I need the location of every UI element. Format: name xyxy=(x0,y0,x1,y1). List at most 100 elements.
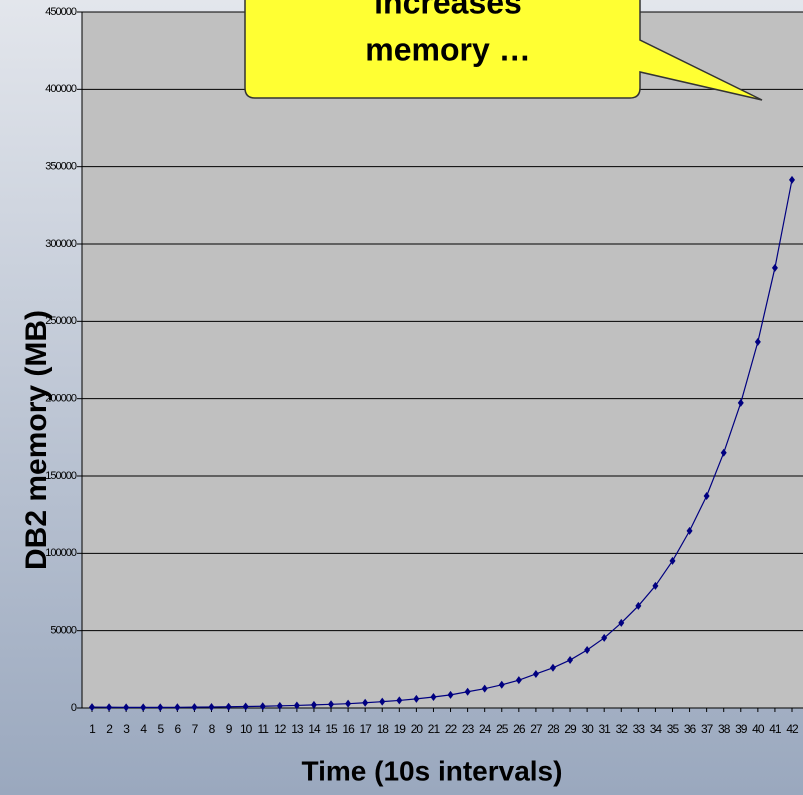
point xyxy=(362,698,369,707)
x-tick-label: 7 xyxy=(192,722,199,736)
x-tick-label: 2 xyxy=(106,722,113,736)
y-tick-label: 300000 xyxy=(45,238,77,250)
plot-area xyxy=(82,12,803,708)
point xyxy=(89,703,95,712)
x-tick-label: 11 xyxy=(257,722,269,736)
x-tick-label: 22 xyxy=(445,722,458,736)
y-axis-label: DB2 memory (MB) xyxy=(20,310,53,570)
point xyxy=(191,703,198,712)
x-tick-label: 40 xyxy=(752,722,765,736)
y-tick-label: 200000 xyxy=(45,393,77,405)
point xyxy=(686,526,693,535)
point xyxy=(618,618,625,627)
plot: 0 50000 100000 150000 200000 250000 300000 3500… xyxy=(45,6,803,736)
point xyxy=(567,656,574,665)
point xyxy=(464,687,471,696)
x-tick-label: 41 xyxy=(769,722,782,736)
x-tick-label: 38 xyxy=(718,722,731,736)
point xyxy=(396,696,403,705)
x-tick-label: 31 xyxy=(599,722,612,736)
x-tick-label: 4 xyxy=(140,722,147,736)
x-tick-label: 29 xyxy=(564,722,577,736)
point xyxy=(652,581,659,590)
x-tick-label: 25 xyxy=(496,722,509,736)
y-tick-label: 400000 xyxy=(45,83,77,95)
x-tick-label: 26 xyxy=(513,722,526,736)
point xyxy=(140,703,147,712)
x-tick-label: 20 xyxy=(411,722,424,736)
x-tick-label: 33 xyxy=(633,722,646,736)
x-tick-label: 21 xyxy=(428,722,441,736)
x-axis-label: Time (10s intervals) xyxy=(302,755,563,786)
y-tick-label: 0 xyxy=(71,702,77,714)
x-tick-label: 19 xyxy=(394,722,407,736)
point xyxy=(789,175,795,184)
point xyxy=(584,646,591,654)
x-tick-label: 32 xyxy=(616,722,629,736)
x-tick-label: 8 xyxy=(209,722,216,736)
point xyxy=(754,337,761,346)
callout: increases memory … xyxy=(244,0,763,101)
point xyxy=(293,701,300,710)
x-tick-label: 12 xyxy=(274,722,287,736)
callout-bubble xyxy=(244,0,763,101)
y-tick-label: 150000 xyxy=(45,470,77,482)
point xyxy=(430,693,437,702)
x-tick-label: 6 xyxy=(175,722,182,736)
callout-text: increases xyxy=(374,0,522,20)
point xyxy=(532,669,539,678)
point xyxy=(515,676,522,685)
point xyxy=(328,700,335,709)
x-tick-label: 42 xyxy=(786,722,799,736)
x-tick-label: 13 xyxy=(291,722,304,736)
point xyxy=(737,398,744,407)
x-tick-label: 15 xyxy=(325,722,338,736)
x-tick-label: 5 xyxy=(157,722,164,736)
x-tick-label: 36 xyxy=(684,722,697,736)
point xyxy=(669,556,676,565)
point xyxy=(498,680,505,689)
x-tick-label: 23 xyxy=(462,722,475,736)
x-tick-label: 10 xyxy=(240,722,253,736)
x-tick-label: 27 xyxy=(530,722,543,736)
point xyxy=(720,448,727,457)
x-tick-label: 35 xyxy=(667,722,680,736)
x-tick-label: 34 xyxy=(650,722,663,736)
point xyxy=(123,703,130,712)
x-tick-label: 14 xyxy=(308,722,321,736)
point xyxy=(259,702,266,711)
point xyxy=(447,690,454,699)
y-tick-label: 100000 xyxy=(45,547,77,559)
x-tick-label: 28 xyxy=(547,722,560,736)
point xyxy=(276,701,283,710)
point xyxy=(106,703,113,712)
callout-text: memory … xyxy=(365,31,530,67)
y-tick-label: 350000 xyxy=(45,161,77,173)
y-tick-label: 250000 xyxy=(45,315,77,327)
point xyxy=(601,633,608,642)
x-tick-label: 24 xyxy=(479,722,492,736)
x-tick-label: 17 xyxy=(359,722,372,736)
point xyxy=(549,663,556,672)
x-tick-label: 39 xyxy=(735,722,748,736)
point xyxy=(771,263,778,272)
x-tick-label: 37 xyxy=(701,722,714,736)
x-tick-label: 9 xyxy=(226,722,233,736)
point xyxy=(481,684,488,693)
point xyxy=(174,703,181,712)
point xyxy=(703,491,710,500)
point xyxy=(413,694,420,703)
point xyxy=(345,699,352,708)
x-tick-label: 30 xyxy=(581,722,594,736)
x-tick-label: 1 xyxy=(89,722,96,736)
point xyxy=(225,702,232,711)
point xyxy=(157,703,164,712)
point xyxy=(242,702,249,711)
y-tick-label: 50000 xyxy=(50,625,76,637)
point xyxy=(208,702,215,711)
x-tick-label: 3 xyxy=(123,722,130,736)
point xyxy=(635,601,642,610)
x-tick-label: 18 xyxy=(377,722,390,736)
x-tick-label: 16 xyxy=(342,722,355,736)
